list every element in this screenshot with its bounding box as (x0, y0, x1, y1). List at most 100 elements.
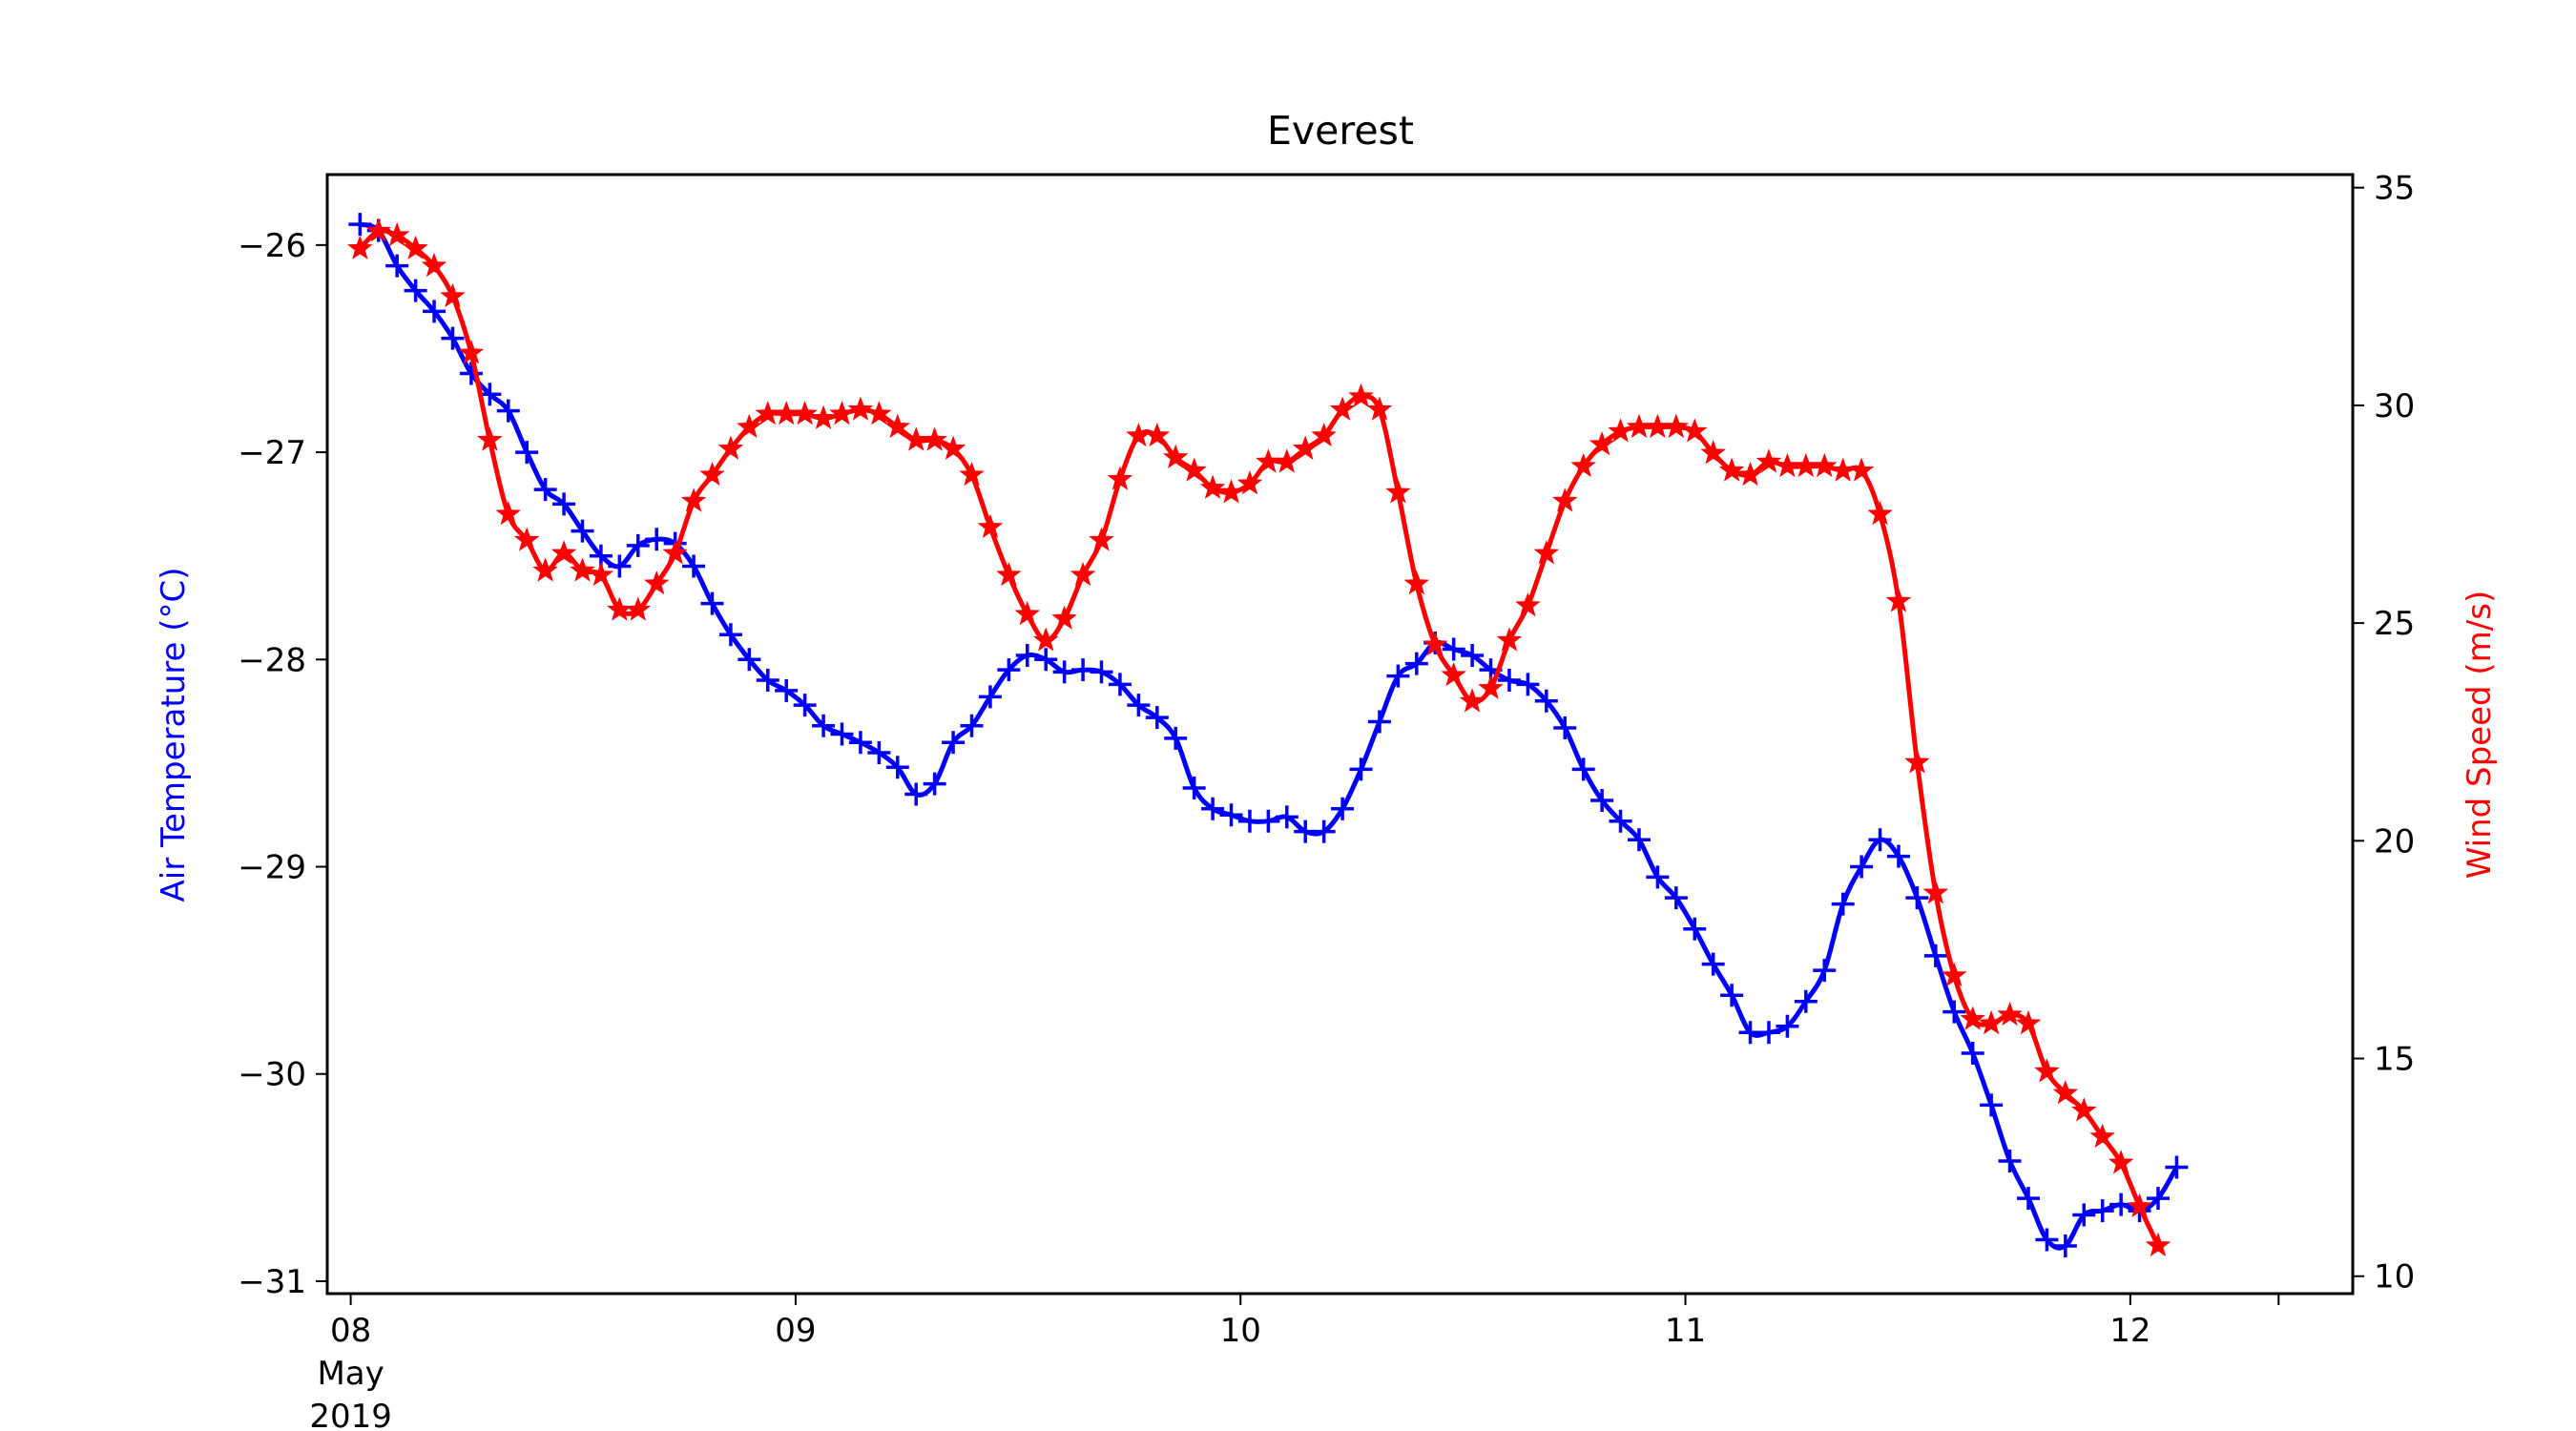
data-point (2053, 1234, 2077, 1258)
data-point (2035, 1228, 2059, 1252)
data-point (793, 694, 817, 717)
plot-frame (325, 173, 2355, 1296)
data-point (940, 435, 966, 460)
temperature-series (348, 213, 2189, 1258)
data-point (421, 252, 447, 278)
data-point (699, 461, 725, 487)
left-y-axis: −26 −27 −28 −29 −30 −31 (238, 227, 327, 1301)
data-point (996, 561, 1022, 587)
right-y-tick-label: 15 (2374, 1041, 2415, 1079)
data-point (1367, 710, 1391, 734)
data-point (1830, 457, 1856, 482)
data-point (1700, 440, 1726, 465)
data-point (1403, 570, 1430, 595)
data-point (1108, 673, 1132, 696)
data-point (848, 731, 872, 755)
data-point (2165, 1155, 2189, 1179)
data-point (532, 557, 558, 582)
data-point (1331, 797, 1355, 820)
data-point (1164, 726, 1188, 750)
left-y-tick-label: −27 (238, 434, 306, 472)
data-point (942, 731, 966, 755)
data-point (830, 722, 854, 746)
data-point (1589, 431, 1615, 456)
data-point (1570, 452, 1596, 478)
data-point (347, 235, 373, 259)
data-point (959, 461, 985, 487)
data-point (1274, 448, 1300, 473)
data-point (1497, 669, 1521, 693)
data-point (717, 435, 744, 460)
data-point (1404, 652, 1428, 675)
data-point (1794, 989, 1818, 1013)
data-point (1755, 448, 1782, 473)
data-point (1052, 660, 1076, 684)
data-point (718, 623, 742, 647)
data-point (2109, 1192, 2133, 1216)
data-point (1701, 952, 1725, 976)
data-point (866, 401, 892, 425)
x-tick-label: 12 (2109, 1312, 2150, 1350)
data-point (2016, 1187, 2040, 1211)
data-point (1534, 689, 1558, 713)
data-point (1459, 688, 1485, 713)
data-point (1998, 1149, 2022, 1172)
series-line (358, 228, 2161, 1247)
data-point (643, 570, 670, 595)
data-point (1904, 749, 1930, 774)
left-y-tick-label: −29 (238, 849, 306, 887)
data-point (756, 669, 779, 693)
x-tick-sublabel: 2019 (309, 1398, 392, 1431)
right-y-tick-label: 35 (2374, 170, 2415, 208)
data-point (404, 279, 427, 302)
data-point (680, 487, 707, 512)
data-point (1923, 944, 1947, 967)
data-point (1886, 844, 1910, 868)
data-point (1718, 457, 1745, 482)
data-point (1609, 809, 1632, 833)
series-layer (347, 213, 2189, 1258)
data-point (495, 501, 521, 526)
left-y-tick-label: −31 (238, 1263, 306, 1301)
data-point (1515, 591, 1541, 617)
data-point (1553, 716, 1577, 739)
data-point (515, 441, 539, 465)
data-point (551, 540, 577, 565)
data-point (365, 218, 391, 242)
data-point (1442, 637, 1465, 661)
data-point (1478, 674, 1504, 699)
data-point (1812, 452, 1838, 478)
data-point (2072, 1203, 2096, 1227)
data-point (885, 756, 909, 779)
data-point (2145, 1232, 2171, 1257)
data-point (1236, 470, 1263, 495)
right-y-tick-label: 20 (2374, 822, 2415, 861)
data-point (812, 714, 836, 737)
data-point (1961, 1042, 1984, 1066)
data-point (1868, 828, 1892, 852)
data-point (1199, 474, 1226, 499)
data-point (1496, 627, 1523, 652)
data-point (1664, 886, 1688, 910)
data-point (1980, 1093, 2004, 1117)
data-point (2034, 1058, 2060, 1083)
x-tick-label: 10 (1220, 1312, 1261, 1350)
data-point (1571, 757, 1595, 781)
data-point (1329, 396, 1356, 421)
data-point (1292, 435, 1319, 460)
data-point (441, 326, 465, 350)
data-point (2090, 1199, 2114, 1223)
x-tick-label: 08 (330, 1312, 371, 1350)
data-point (1257, 809, 1280, 833)
left-y-tick-label: −26 (238, 227, 306, 265)
data-point (1626, 413, 1652, 438)
right-y-tick-label: 10 (2374, 1258, 2415, 1296)
data-point (737, 648, 761, 672)
data-point (1978, 1010, 2005, 1035)
data-point (1776, 1014, 1799, 1038)
x-tick-label: 09 (775, 1312, 816, 1350)
data-point (2108, 1150, 2134, 1174)
data-point (625, 596, 652, 621)
right-y-axis: 10 15 20 25 30 35 (2353, 170, 2415, 1296)
data-point (1720, 984, 1744, 1007)
